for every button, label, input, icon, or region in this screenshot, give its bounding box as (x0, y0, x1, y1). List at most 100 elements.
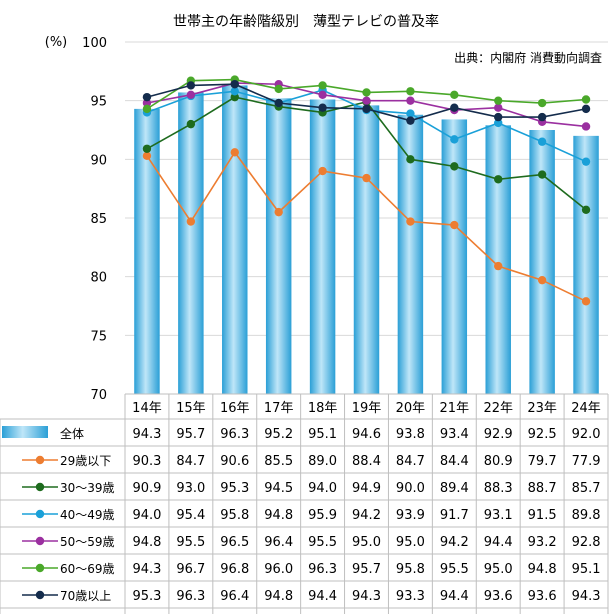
data-label: 96.7 (176, 562, 205, 577)
x-tick-label: 20年 (396, 401, 426, 416)
y-tick-label: 75 (90, 329, 107, 344)
data-label: 84.4 (440, 454, 469, 469)
bar-5 (353, 105, 380, 395)
data-label: 92.0 (572, 427, 601, 442)
legend-label-2: 40～49歳 (60, 508, 115, 522)
legend-swatch-bar (2, 426, 48, 438)
line-series-4 (142, 75, 591, 114)
series-3-point-5 (362, 96, 371, 105)
data-label: 93.9 (396, 508, 425, 523)
data-label: 94.4 (484, 535, 513, 550)
y-axis-label: (%) (45, 35, 68, 50)
data-label: 94.3 (352, 589, 381, 604)
data-label: 93.3 (396, 589, 425, 604)
legend-label-bar: 全体 (60, 426, 84, 441)
data-label: 96.4 (264, 535, 293, 550)
data-label: 94.8 (528, 562, 557, 577)
chart-title: 世帯主の年齢階級別 薄型テレビの普及率 (173, 13, 439, 30)
x-tick-label: 23年 (527, 401, 557, 416)
data-label: 93.1 (484, 508, 513, 523)
y-tick-label: 90 (90, 153, 107, 168)
data-label: 90.3 (132, 454, 161, 469)
legend-label-3: 50～59歳 (60, 535, 115, 549)
legend-label-4: 60～69歳 (60, 562, 115, 576)
series-5-point-9 (537, 112, 547, 122)
series-2-point-9 (537, 137, 547, 146)
series-4-point-7 (450, 90, 459, 100)
data-label: 95.8 (220, 508, 249, 523)
data-label: 93.6 (484, 589, 513, 604)
data-label: 95.8 (396, 562, 425, 577)
data-label: 95.5 (440, 562, 469, 577)
chart-source: 出典：内閣府 消費動向調査 (454, 50, 602, 65)
bar-10 (573, 135, 599, 394)
series-1-point-8 (494, 175, 503, 184)
y-tick-label: 85 (90, 212, 107, 227)
series-4-point-9 (537, 98, 547, 108)
data-label: 84.7 (396, 454, 425, 469)
data-label: 93.6 (528, 589, 557, 604)
legend-swatch-marker-1 (35, 482, 45, 492)
data-label: 77.9 (572, 454, 601, 469)
series-5-point-1 (186, 81, 196, 90)
series-1-point-0 (142, 144, 152, 153)
series-5-point-6 (406, 116, 415, 125)
data-label: 94.0 (308, 481, 337, 496)
data-label: 79.7 (528, 454, 557, 469)
line-series-group (142, 75, 591, 306)
legend-swatch-marker-5 (35, 590, 45, 600)
data-label: 96.4 (220, 589, 249, 604)
data-label: 95.2 (264, 427, 293, 442)
bar-9 (529, 130, 555, 394)
series-5-point-10 (581, 104, 591, 114)
y-tick-label: 100 (82, 36, 107, 51)
series-2-point-10 (581, 157, 591, 166)
series-5-point-0 (142, 92, 152, 102)
data-label: 95.9 (308, 508, 337, 523)
series-0-point-10 (581, 297, 591, 306)
series-3-point-6 (406, 96, 415, 105)
data-label: 95.3 (220, 481, 249, 496)
data-label: 90.6 (220, 454, 249, 469)
data-label: 95.1 (572, 562, 601, 577)
series-4-point-3 (274, 84, 283, 94)
data-label: 92.5 (528, 427, 557, 442)
line-series-5 (142, 80, 591, 125)
legend-label-0: 29歳以下 (60, 454, 111, 468)
data-label: 94.6 (352, 427, 381, 442)
data-label: 95.7 (176, 427, 205, 442)
bar-4 (309, 99, 336, 394)
data-label: 94.4 (440, 589, 469, 604)
legend-swatch-marker-4 (35, 563, 45, 573)
series-1-point-6 (406, 155, 415, 164)
data-label: 92.9 (484, 427, 513, 442)
series-2-point-8 (494, 118, 503, 128)
data-label: 94.4 (308, 589, 337, 604)
data-label: 88.3 (484, 481, 513, 496)
series-4-point-6 (406, 87, 415, 96)
series-4-point-5 (362, 88, 371, 97)
data-label: 89.0 (308, 454, 337, 469)
series-0-point-1 (186, 217, 196, 226)
data-label: 94.5 (264, 481, 293, 496)
series-0-point-2 (230, 148, 239, 157)
data-label: 90.0 (396, 481, 425, 496)
data-label: 89.4 (440, 481, 469, 496)
series-4-point-0 (142, 104, 152, 114)
series-0-point-0 (142, 151, 152, 161)
data-label: 95.0 (352, 535, 381, 550)
series-1-point-2 (230, 92, 239, 102)
series-3-point-8 (494, 103, 503, 112)
bar-7 (441, 119, 468, 394)
series-5-point-2 (230, 80, 239, 89)
series-0-point-7 (450, 220, 459, 230)
data-label: 92.8 (572, 535, 601, 550)
axes: 70 75 80 85 90 95 100 (82, 36, 107, 403)
data-label: 91.7 (440, 508, 469, 523)
data-label: 95.5 (308, 535, 337, 550)
data-label: 96.5 (220, 535, 249, 550)
series-1-point-7 (450, 162, 459, 171)
data-label: 89.8 (572, 508, 601, 523)
series-1-point-10 (581, 205, 591, 214)
